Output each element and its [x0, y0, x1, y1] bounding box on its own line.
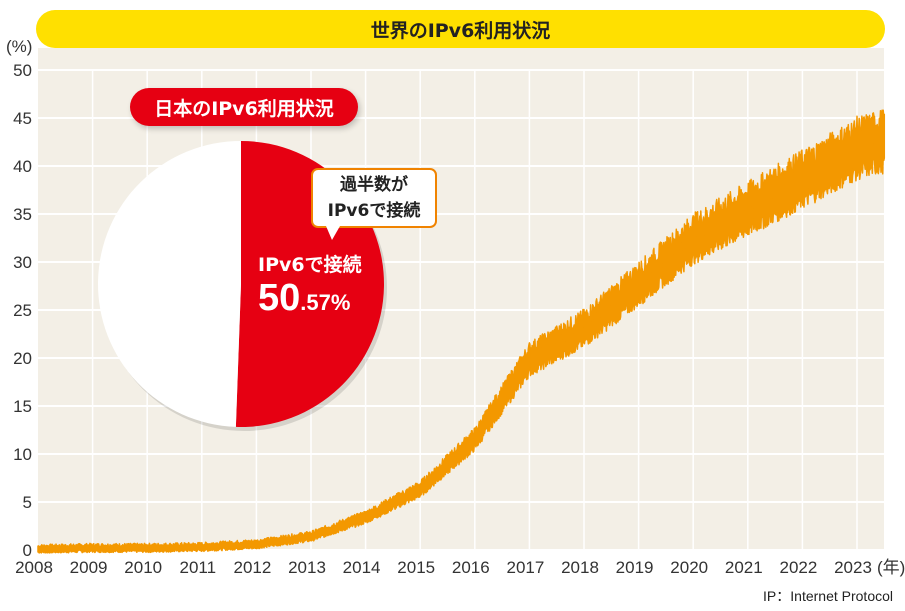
x-tick-label: 2010 — [124, 558, 162, 577]
pie-value-integer: 50 — [258, 277, 301, 319]
x-tick-label: 2014 — [343, 558, 381, 577]
x-tick-label: 2018 — [561, 558, 599, 577]
x-tick-label: 2015 — [397, 558, 435, 577]
x-tick-label: 2012 — [233, 558, 271, 577]
y-tick-label: 0 — [23, 541, 32, 560]
y-tick-label: 20 — [13, 349, 32, 368]
pie-slice-name: IPv6で接続 — [258, 254, 362, 276]
pie-label: IPv6で接続 50.57% — [258, 250, 362, 320]
x-tick-label: 2022 — [779, 558, 817, 577]
pie-value-decimal: .57% — [300, 290, 351, 315]
y-tick-label: 5 — [23, 493, 32, 512]
callout-line2: IPv6で接続 — [327, 201, 421, 221]
x-tick-label: 2008 — [15, 558, 53, 577]
x-tick-label: 2020 — [670, 558, 708, 577]
pie-title: 日本のIPv6利用状況 — [130, 88, 358, 126]
callout-bubble: 過半数が IPv6で接続 — [311, 168, 437, 228]
y-tick-label: 25 — [13, 301, 32, 320]
y-tick-label: 50 — [13, 61, 32, 80]
x-tick-label: 2019 — [616, 558, 654, 577]
x-tick-label: 2011 — [180, 558, 217, 577]
y-tick-label: 40 — [13, 157, 32, 176]
y-tick-label: 30 — [13, 253, 32, 272]
y-axis-unit: (%) — [6, 37, 32, 56]
chart-title: 世界のIPv6利用状況 — [36, 10, 885, 48]
x-tick-label: 2017 — [506, 558, 544, 577]
y-tick-label: 45 — [13, 109, 32, 128]
series-band — [37, 109, 886, 554]
x-tick-label: 2013 — [288, 558, 326, 577]
x-tick-label: 2009 — [70, 558, 108, 577]
y-tick-label: 35 — [13, 205, 32, 224]
footnote: IP：Internet Protocol — [763, 588, 893, 604]
callout-tail — [326, 226, 340, 240]
x-tick-label: 2021 — [725, 558, 763, 577]
x-axis-unit: (年) — [877, 558, 905, 577]
x-tick-label: 2016 — [452, 558, 490, 577]
pie-slice — [98, 141, 242, 427]
callout-line1: 過半数が — [340, 175, 408, 195]
y-tick-label: 10 — [13, 445, 32, 464]
y-tick-label: 15 — [13, 397, 32, 416]
x-tick-label: 2023 — [834, 558, 872, 577]
